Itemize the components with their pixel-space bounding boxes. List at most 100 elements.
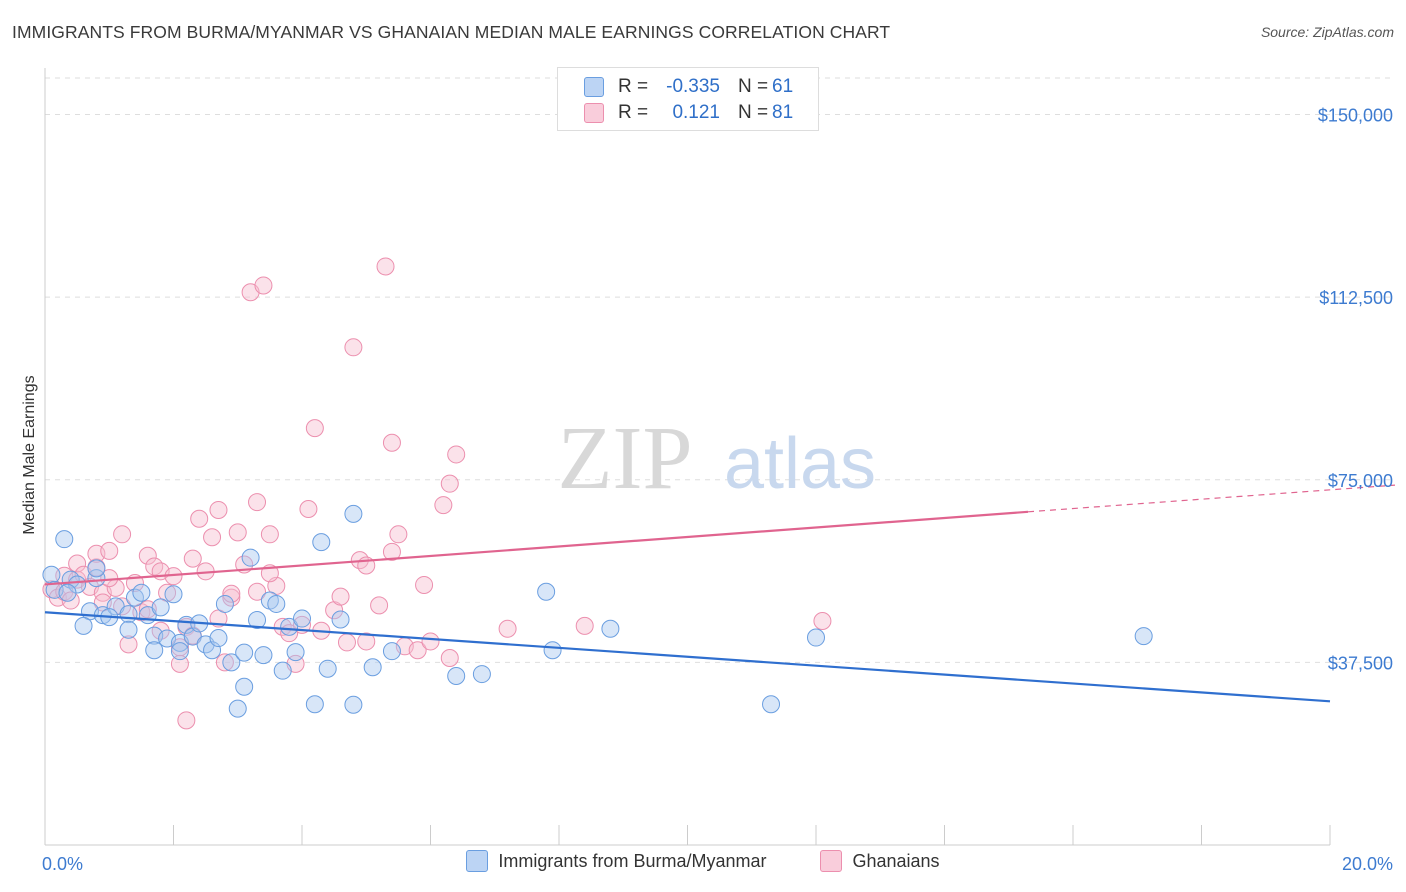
watermark-zip: ZIP (558, 409, 693, 508)
ghanaians-point (100, 541, 119, 560)
ghanaians-point (382, 542, 401, 561)
axes (44, 68, 1331, 846)
burma-point (55, 530, 74, 549)
r-value: -0.335 (666, 76, 720, 97)
ghanaians-swatch (820, 850, 843, 872)
burma-point (228, 699, 247, 718)
ghanaians-point (177, 711, 196, 730)
burma-point (151, 598, 170, 617)
r-value: 0.121 (672, 102, 720, 123)
burma-point (170, 642, 189, 661)
burma-point (145, 641, 164, 660)
ghanaians-points (42, 257, 832, 730)
burma-point (447, 667, 466, 686)
legend-row-ghanaians: R = 0.121 N = 81 (584, 101, 793, 125)
watermark: ZIP atlas (558, 409, 877, 508)
burma-point (58, 583, 77, 602)
burma-point (42, 565, 61, 584)
burma-point (543, 641, 562, 660)
ghanaians-point (222, 588, 241, 607)
ghanaians-point (215, 653, 234, 672)
ghanaians-point (228, 523, 247, 542)
burma-point (119, 605, 138, 624)
burma-point (164, 585, 183, 604)
y-tick-label: $75,000 (1328, 471, 1393, 491)
n-value: 81 (772, 102, 794, 123)
ghanaians-point (434, 496, 453, 515)
burma-point (74, 616, 93, 635)
ghanaians-swatch (584, 103, 604, 123)
tick-labels: $37,500 $75,000 $112,500 $150,000 0.0% 20.0% (42, 106, 1393, 874)
x-tick-label: 20.0% (1342, 854, 1393, 874)
correlation-legend: R = -0.335 N = 61 R = 0.121 N = 81 (557, 67, 819, 131)
burma-point (209, 629, 228, 648)
burma-point (280, 617, 299, 636)
legend-item-burma: Immigrants from Burma/Myanmar (466, 850, 766, 872)
y-axis-label: Median Male Earnings (21, 375, 38, 534)
series-legend: Immigrants from Burma/Myanmar Ghanaians (0, 850, 1406, 872)
burma-point (273, 661, 292, 680)
burma-point (537, 582, 556, 601)
burma-point (344, 504, 363, 523)
ghanaians-point (113, 525, 132, 544)
ghanaians-point (331, 587, 350, 606)
ghanaians-point (382, 433, 401, 452)
ghanaians-point (370, 596, 389, 615)
ghanaians-point (222, 584, 241, 603)
n-label: N = (738, 76, 769, 97)
legend-label: Immigrants from Burma/Myanmar (498, 850, 767, 871)
burma-point (267, 594, 286, 613)
burma-point (87, 559, 106, 578)
burma-point (215, 594, 234, 613)
trend-line (44, 510, 1029, 586)
ghanaians-point (209, 500, 228, 519)
burma-point (235, 677, 254, 696)
legend-row-burma: R = -0.335 N = 61 (584, 75, 793, 99)
y-tick-label: $112,500 (1319, 288, 1393, 308)
burma-point (235, 643, 254, 662)
ghanaians-point (273, 617, 292, 636)
ghanaians-point (183, 549, 202, 568)
burma-point (241, 548, 260, 567)
ghanaians-point (170, 654, 189, 673)
trend-line (44, 611, 1331, 703)
ghanaians-point (421, 632, 440, 651)
ghanaians-point (254, 276, 273, 295)
burma-point (254, 646, 273, 665)
ghanaians-point (408, 641, 427, 660)
burma-point (382, 642, 401, 661)
ghanaians-point (190, 509, 209, 528)
burma-points (42, 504, 1153, 718)
burma-swatch (466, 850, 489, 872)
ghanaians-point (447, 445, 466, 464)
ghanaians-point (440, 648, 459, 667)
grid-lines (45, 77, 1395, 663)
burma-point (472, 665, 491, 684)
burma-point (305, 695, 324, 714)
burma-point (312, 533, 331, 552)
ghanaians-point (575, 616, 594, 635)
ghanaians-point (415, 575, 434, 594)
ghanaians-point (68, 554, 87, 573)
burma-point (293, 609, 311, 628)
ghanaians-point (337, 633, 356, 652)
ghanaians-point (299, 499, 318, 518)
n-value: 61 (772, 76, 794, 97)
burma-point (248, 611, 267, 630)
burma-point (318, 659, 337, 678)
y-tick-label: $37,500 (1328, 653, 1393, 673)
ghanaians-point (260, 525, 279, 544)
burma-point (807, 628, 825, 647)
source-credit: Source: ZipAtlas.com (1260, 24, 1394, 40)
y-tick-label: $150,000 (1318, 106, 1393, 126)
ghanaians-point (119, 635, 138, 654)
burma-point (286, 643, 305, 662)
burma-point (363, 658, 382, 677)
ghanaians-point (357, 632, 376, 651)
r-label: R = (618, 102, 649, 123)
n-label: N = (738, 102, 769, 123)
legend-item-ghanaians: Ghanaians (820, 850, 940, 872)
ghanaians-point (138, 546, 157, 565)
chart-title: IMMIGRANTS FROM BURMA/MYANMAR VS GHANAIA… (12, 22, 891, 42)
